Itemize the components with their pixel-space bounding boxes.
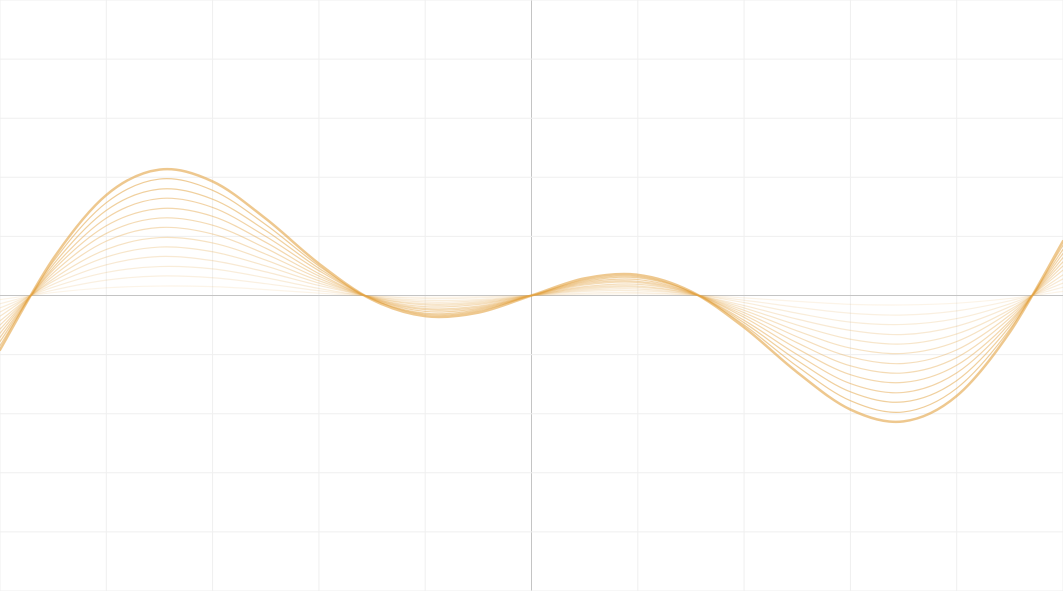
curve (0, 167, 1063, 424)
curves (0, 167, 1063, 424)
